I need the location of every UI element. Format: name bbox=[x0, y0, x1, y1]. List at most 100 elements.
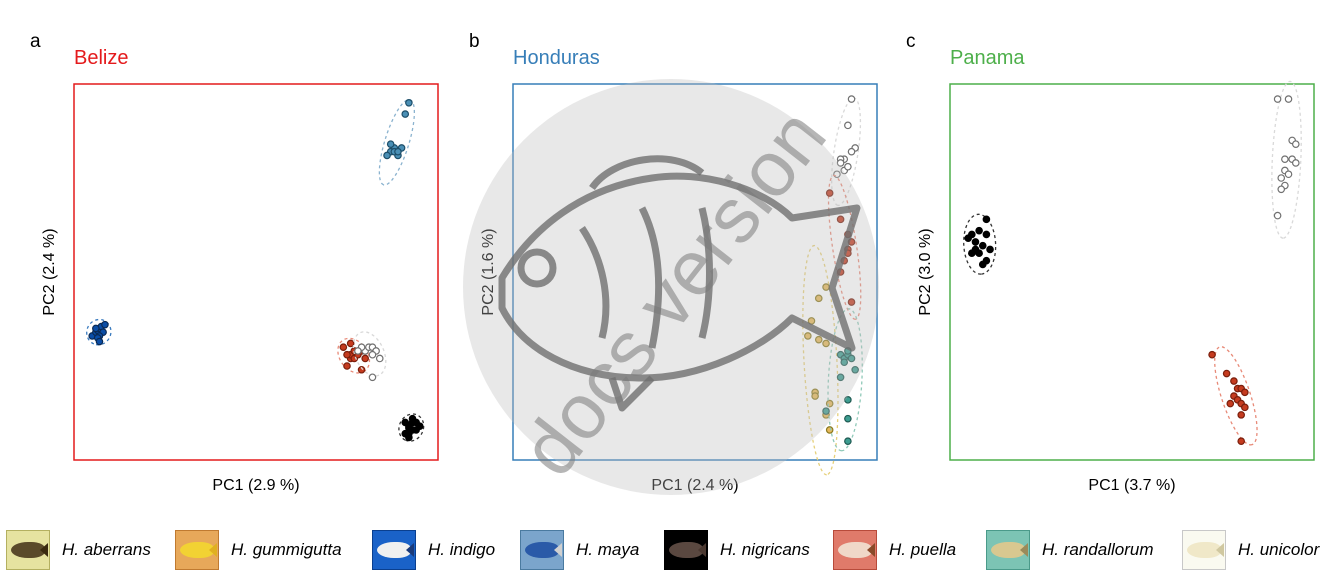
data-point-h--puella bbox=[339, 343, 348, 352]
data-point-h--puella bbox=[361, 354, 370, 363]
data-point-h--indigo bbox=[92, 324, 100, 333]
fish-body-icon bbox=[525, 542, 559, 558]
legend-label: H. indigo bbox=[428, 540, 496, 559]
data-point-h--unicolor bbox=[1281, 155, 1289, 164]
data-point-h--nigricans bbox=[405, 433, 413, 442]
fish-swatch-icon bbox=[6, 530, 50, 570]
data-point-h--puella bbox=[847, 298, 856, 306]
data-point-h--puella bbox=[343, 362, 351, 370]
data-point-h--nigricans bbox=[978, 260, 987, 269]
data-point-h--nigricans bbox=[968, 230, 976, 239]
data-point-h--maya bbox=[401, 110, 410, 118]
panel-letter: a bbox=[30, 31, 41, 52]
data-point-h--nigricans bbox=[982, 230, 991, 239]
data-point-h--unicolor bbox=[354, 347, 362, 355]
data-point-h--puella bbox=[1230, 377, 1238, 385]
data-point-h--nigricans bbox=[986, 245, 994, 254]
data-point-h--unicolor bbox=[836, 159, 845, 167]
data-point-h--puella bbox=[836, 268, 845, 276]
data-point-h--puella bbox=[1237, 437, 1246, 446]
data-point-h--unicolor bbox=[844, 162, 852, 171]
legend-item: H. maya bbox=[520, 528, 639, 572]
data-point-h--puella bbox=[847, 238, 856, 246]
x-axis-label: PC1 (2.4 %) bbox=[651, 477, 738, 494]
panel-title: Honduras bbox=[513, 47, 600, 69]
fish-body-icon bbox=[991, 542, 1025, 558]
confidence-ellipse-h--indigo bbox=[86, 318, 112, 346]
data-point-h--unicolor bbox=[375, 354, 384, 363]
data-point-h--unicolor bbox=[1292, 159, 1300, 167]
data-point-h--puella bbox=[844, 249, 852, 258]
data-point-h--gummigutta bbox=[825, 426, 834, 434]
panel-c: c Panama PC1 (3.7 %) PC2 (3.0 %) bbox=[906, 31, 1315, 494]
data-point-h--gummigutta bbox=[811, 392, 819, 400]
data-point-h--puella bbox=[357, 365, 366, 374]
fish-tail-icon bbox=[209, 543, 217, 557]
confidence-ellipse-h--unicolor bbox=[352, 331, 387, 377]
data-point-h--unicolor bbox=[847, 95, 856, 103]
legend-item: H. gummigutta bbox=[175, 528, 342, 572]
data-point-h--randallorum bbox=[844, 414, 852, 423]
x-axis-label: PC1 (2.9 %) bbox=[212, 477, 299, 494]
data-point-h--unicolor bbox=[847, 147, 856, 156]
data-point-h--puella bbox=[343, 350, 351, 359]
y-axis-label: PC2 (2.4 %) bbox=[41, 228, 58, 315]
y-axis-label: PC2 (1.6 %) bbox=[480, 228, 497, 315]
legend-label: H. gummigutta bbox=[231, 540, 342, 559]
plot-frame bbox=[512, 83, 878, 461]
fish-body-icon bbox=[1187, 542, 1221, 558]
legend-label: H. maya bbox=[576, 540, 640, 559]
fish-tail-icon bbox=[40, 543, 48, 557]
species-legend: H. aberrans H. gummigutta H. indigo H. maya… bbox=[6, 528, 1340, 572]
data-point-h--randallorum bbox=[844, 437, 852, 446]
data-point-h--gummigutta bbox=[814, 335, 823, 344]
data-point-h--randallorum bbox=[822, 407, 830, 415]
plot-frame bbox=[73, 83, 439, 461]
legend-item: H. nigricans bbox=[664, 528, 810, 572]
data-point-h--unicolor bbox=[1277, 185, 1286, 194]
fish-body-icon bbox=[180, 542, 214, 558]
data-point-h--nigricans bbox=[978, 241, 987, 250]
data-point-h--gummigutta bbox=[822, 283, 830, 291]
legend-item: H. puella bbox=[833, 528, 956, 572]
legend-label: H. puella bbox=[889, 540, 957, 559]
data-point-h--maya bbox=[383, 151, 391, 160]
legend-label: H. nigricans bbox=[720, 540, 810, 559]
figure-canvas: a Belize PC1 (2.9 %) PC2 (2.4 %) b Honduras PC… bbox=[30, 31, 1315, 494]
legend-item: H. indigo bbox=[372, 528, 495, 572]
x-axis-label: PC1 (3.7 %) bbox=[1088, 477, 1175, 494]
data-point-h--puella bbox=[836, 215, 845, 224]
data-point-h--puella bbox=[1208, 350, 1216, 359]
data-point-h--unicolor bbox=[844, 121, 852, 130]
legend-label: H. randallorum bbox=[1042, 540, 1154, 559]
confidence-ellipse-h--gummigutta bbox=[802, 244, 839, 476]
data-point-h--puella bbox=[1241, 403, 1249, 412]
data-point-h--indigo bbox=[95, 337, 104, 346]
data-point-h--randallorum bbox=[851, 365, 859, 374]
data-point-h--gummigutta bbox=[822, 339, 830, 348]
data-point-h--randallorum bbox=[836, 373, 845, 382]
legend-label: H. unicolor bbox=[1238, 540, 1320, 559]
data-point-h--unicolor bbox=[368, 350, 377, 359]
data-point-h--randallorum bbox=[847, 354, 856, 363]
data-point-h--unicolor bbox=[1273, 95, 1282, 103]
data-point-h--nigricans bbox=[975, 226, 983, 235]
fish-body-icon bbox=[838, 542, 872, 558]
panel-b: b Honduras PC1 (2.4 %) PC2 (1.6 %) bbox=[469, 31, 878, 494]
data-point-h--gummigutta bbox=[814, 294, 823, 303]
confidence-ellipse-h--nigricans bbox=[963, 213, 997, 275]
fish-body-icon bbox=[11, 542, 45, 558]
data-point-h--puella bbox=[1226, 399, 1235, 408]
fish-swatch-icon bbox=[372, 530, 416, 570]
data-point-h--unicolor bbox=[833, 170, 841, 179]
data-point-h--unicolor bbox=[1284, 170, 1293, 179]
data-point-h--puella bbox=[1241, 388, 1249, 397]
panel-letter: b bbox=[469, 31, 480, 52]
fish-body-icon bbox=[377, 542, 411, 558]
data-point-h--unicolor bbox=[1277, 174, 1286, 182]
plot-frame bbox=[949, 83, 1315, 461]
panel-title: Belize bbox=[74, 47, 128, 69]
data-point-h--puella bbox=[825, 189, 834, 197]
fish-tail-icon bbox=[867, 543, 875, 557]
data-point-h--puella bbox=[346, 339, 355, 348]
